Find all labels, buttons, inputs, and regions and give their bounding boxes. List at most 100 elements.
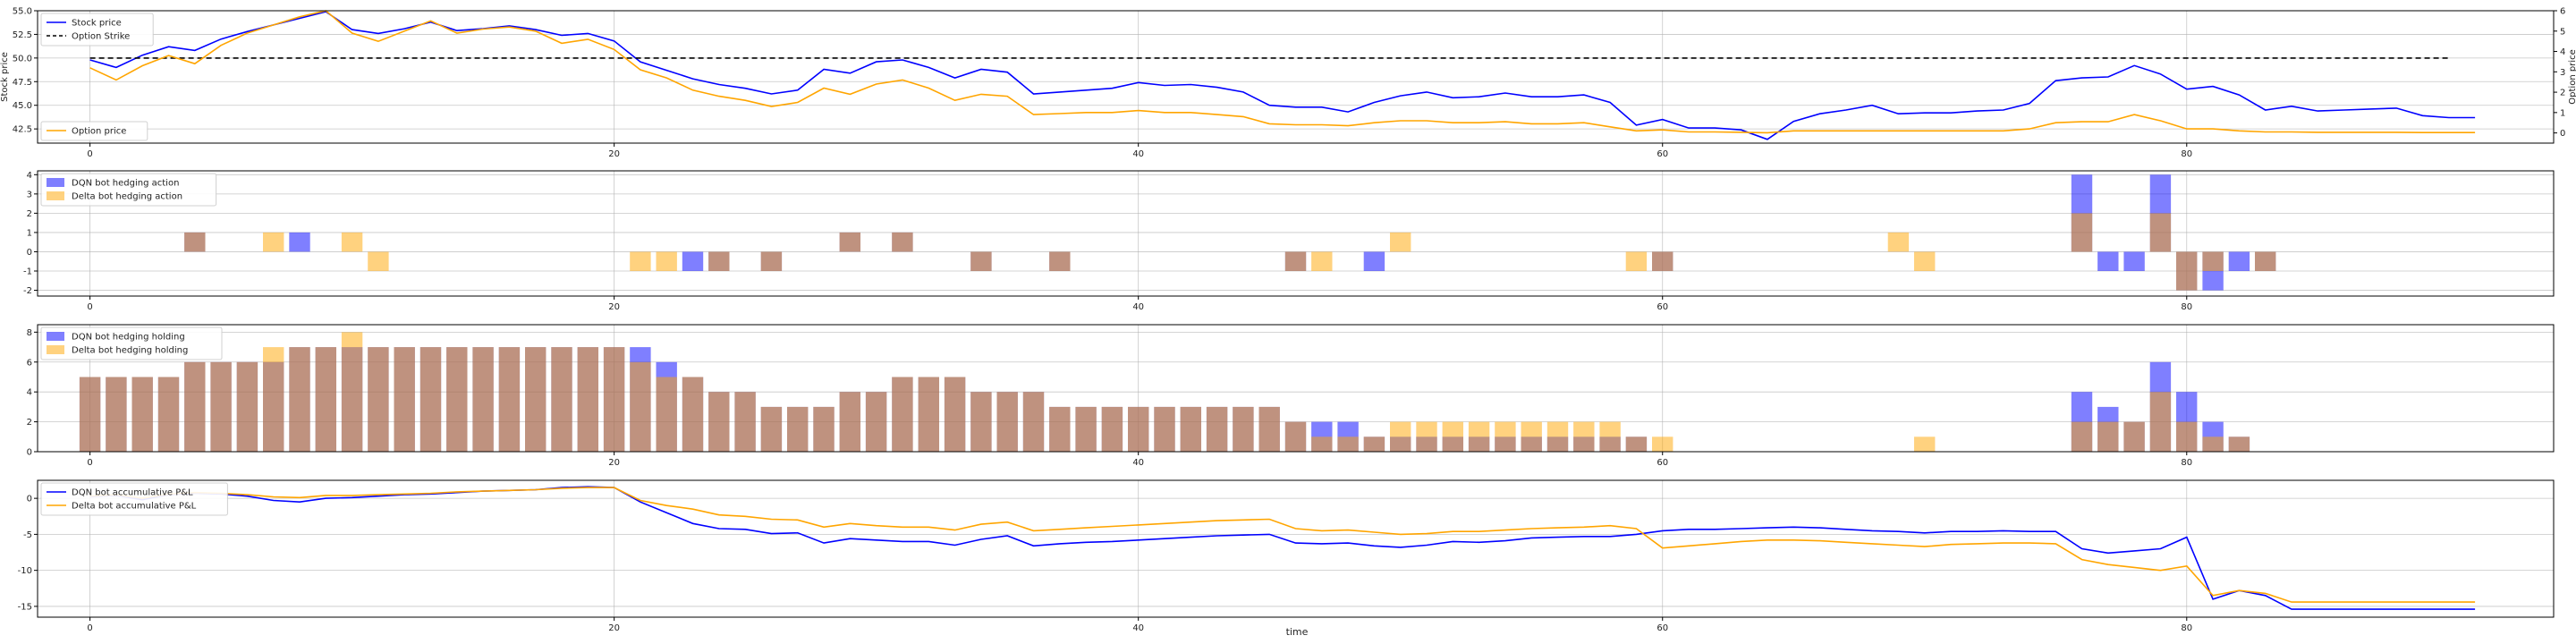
accumulative-pnl-panel: 0 20 40 60 80 -15 -10 -5 0 DQN bot accumulative P…: [18, 479, 2555, 633]
y-tick-label: 0: [27, 248, 32, 258]
axes-frame: [37, 170, 2555, 297]
legend-box: [40, 173, 217, 207]
y-tick-label: 50.0: [13, 54, 32, 64]
legend-box: [40, 326, 223, 360]
x-tick-label: 40: [1132, 149, 1144, 159]
bar-delta-bot-hedging-holding: [1495, 421, 1516, 452]
legend-label: Delta bot accumulative P&L: [72, 502, 197, 512]
y-tick-label: 42.5: [13, 125, 32, 135]
y-tick-label: 55.0: [13, 7, 32, 17]
bar-delta-bot-hedging-holding: [787, 406, 809, 452]
y-tick-label: -1: [23, 267, 32, 277]
axes-frame: [37, 10, 2555, 144]
bar-delta-bot-hedging-holding: [419, 347, 442, 452]
bar-delta-bot-hedging-holding: [918, 377, 939, 452]
hedging-action-panel: 0 20 40 60 80 -2 -1 0 1 2 3 4 DQN bot hedging action…: [23, 170, 2555, 312]
bar-delta-bot-hedging-holding: [106, 377, 127, 452]
legend-label: DQN bot hedging holding: [72, 333, 185, 343]
y-right-tick-label: 5: [2560, 27, 2565, 37]
bar-delta-bot-hedging-action: [630, 251, 651, 271]
x-tick-label: 60: [1657, 302, 1668, 312]
x-tick-label: 0: [87, 458, 92, 468]
bar-delta-bot-hedging-holding: [498, 347, 521, 452]
bar-delta-bot-hedging-holding: [1573, 421, 1595, 452]
bar-delta-bot-hedging-holding: [79, 377, 101, 452]
y-tick-label: 4: [27, 388, 32, 398]
x-tick-label: 40: [1132, 458, 1144, 468]
y-right-tick-label: 4: [2560, 47, 2565, 57]
bar-delta-bot-hedging-action: [892, 232, 913, 252]
legend-label: Option price: [72, 127, 126, 137]
legend-box: [40, 482, 228, 516]
y-right-tick-label: 2: [2560, 89, 2565, 98]
bar-delta-bot-hedging-holding: [839, 392, 860, 452]
bar-delta-bot-hedging-holding: [1625, 436, 1648, 452]
legend-label: Option Strike: [72, 32, 130, 42]
bar-dqn-bot-hedging-action: [682, 251, 704, 271]
bar-delta-bot-hedging-action: [368, 251, 389, 271]
bar-delta-bot-hedging-holding: [892, 377, 913, 452]
x-tick-label: 40: [1132, 302, 1144, 312]
legend-box: [40, 121, 148, 141]
bar-delta-bot-hedging-holding: [2228, 436, 2250, 452]
bar-delta-bot-hedging-holding: [1075, 406, 1097, 452]
bar-delta-bot-hedging-action: [708, 251, 730, 271]
bar-delta-bot-hedging-action: [2176, 251, 2198, 291]
bar-delta-bot-hedging-holding: [1599, 421, 1621, 452]
x-tick-label: 40: [1132, 623, 1144, 633]
bar-delta-bot-hedging-holding: [603, 347, 625, 452]
x-tick-label: 20: [608, 458, 620, 468]
bar-delta-bot-hedging-holding: [525, 347, 547, 452]
bar-delta-bot-hedging-holding: [1049, 406, 1071, 452]
axes-frame: [37, 324, 2555, 453]
y-tick-label: 0: [27, 448, 32, 458]
y-tick-label: 0: [27, 495, 32, 504]
bar-delta-bot-hedging-action: [760, 251, 783, 271]
series-line-dqn-bot-accumulative-p-l: [89, 486, 2476, 610]
bar-delta-bot-hedging-holding: [1390, 421, 1411, 452]
y-tick-label: -10: [18, 566, 32, 576]
bar-delta-bot-hedging-holding: [996, 392, 1018, 452]
legend-swatch: [47, 332, 64, 341]
bar-delta-bot-hedging-action: [341, 232, 363, 252]
bar-delta-bot-hedging-holding: [944, 377, 966, 452]
y-right-axis-label: Option price: [2568, 49, 2576, 104]
y-tick-label: 47.5: [13, 78, 32, 88]
x-tick-label: 20: [608, 302, 620, 312]
bar-delta-bot-hedging-action: [1390, 232, 1411, 252]
bar-delta-bot-hedging-action: [184, 232, 206, 252]
bar-delta-bot-hedging-action: [970, 251, 992, 271]
bar-delta-bot-hedging-holding: [970, 392, 992, 452]
bar-delta-bot-hedging-action: [2149, 213, 2172, 252]
legend-label: Delta bot hedging action: [72, 192, 182, 202]
bar-delta-bot-hedging-holding: [131, 377, 153, 452]
bar-delta-bot-hedging-holding: [1521, 421, 1542, 452]
bar-delta-bot-hedging-holding: [263, 347, 284, 452]
bar-delta-bot-hedging-holding: [289, 347, 310, 452]
bar-delta-bot-hedging-holding: [315, 347, 336, 452]
bar-delta-bot-hedging-action: [1625, 251, 1648, 271]
bar-delta-bot-hedging-holding: [708, 392, 730, 452]
bar-delta-bot-hedging-action: [656, 251, 677, 271]
x-tick-label: 20: [608, 623, 620, 633]
shared-x-axis-label: time: [1286, 626, 1309, 638]
bar-delta-bot-hedging-holding: [368, 347, 389, 452]
bar-delta-bot-hedging-holding: [446, 347, 468, 452]
bar-delta-bot-hedging-action: [839, 232, 860, 252]
x-tick-label: 60: [1657, 149, 1668, 159]
bar-delta-bot-hedging-holding: [2123, 421, 2145, 452]
bar-delta-bot-hedging-holding: [210, 361, 232, 452]
x-tick-label: 60: [1657, 458, 1668, 468]
y-tick-label: 45.0: [13, 101, 32, 111]
bar-delta-bot-hedging-holding: [2202, 436, 2224, 452]
bar-delta-bot-hedging-holding: [630, 361, 651, 452]
bar-delta-bot-hedging-action: [263, 232, 284, 252]
y-tick-label: 8: [27, 328, 32, 338]
legend-label: Stock price: [72, 19, 122, 29]
x-tick-label: 80: [2181, 623, 2192, 633]
bar-delta-bot-hedging-holding: [2176, 421, 2198, 452]
y-tick-label: 52.5: [13, 30, 32, 40]
bar-delta-bot-hedging-holding: [394, 347, 415, 452]
bar-delta-bot-hedging-holding: [1337, 436, 1359, 452]
